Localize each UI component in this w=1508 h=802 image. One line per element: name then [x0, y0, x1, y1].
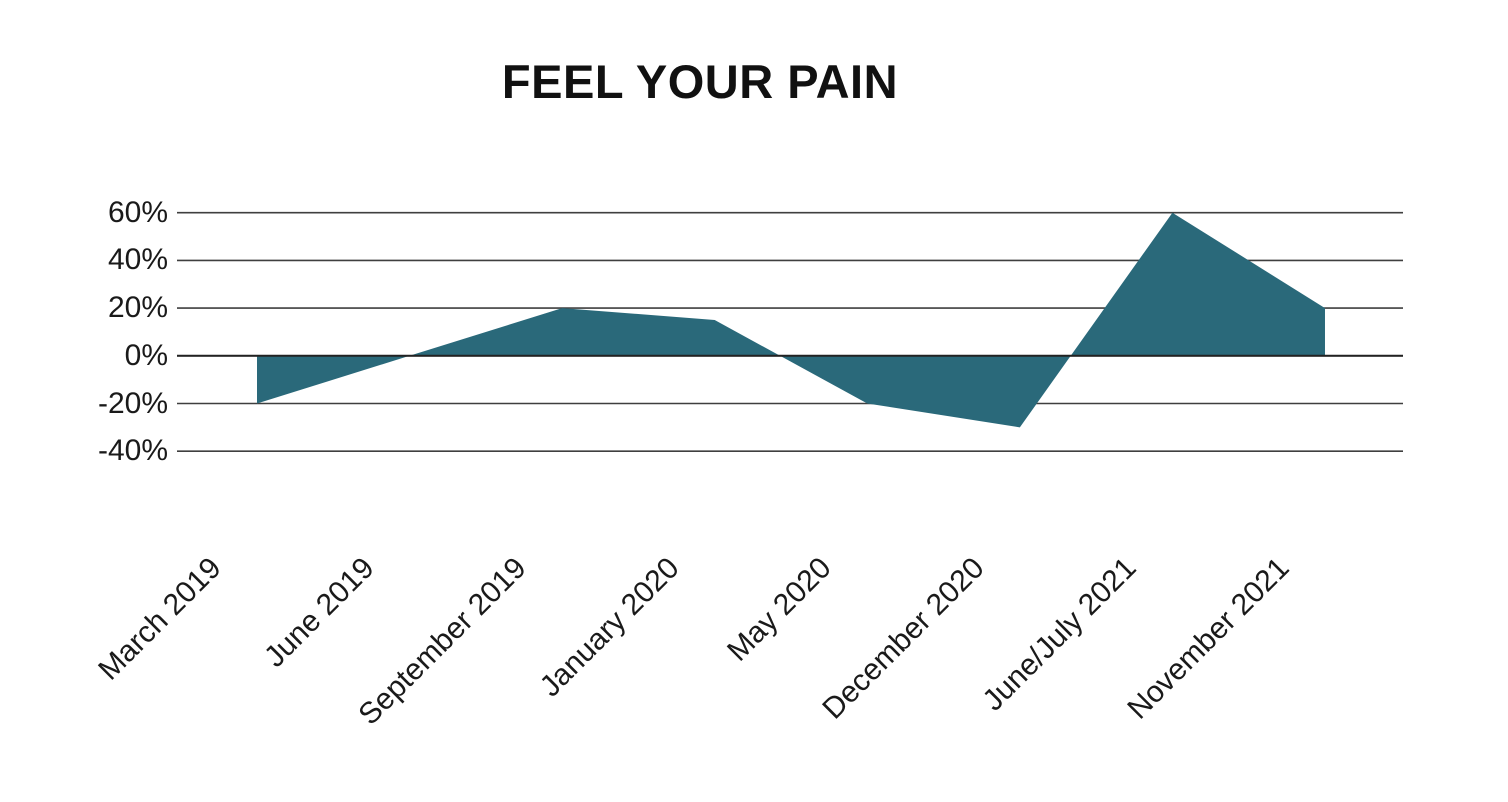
y-axis-label: 0%	[124, 338, 168, 372]
area-series	[257, 212, 1325, 428]
chart-title: FEEL YOUR PAIN	[501, 55, 899, 108]
y-axis-label: -20%	[97, 386, 168, 420]
y-axis-label: 40%	[107, 243, 168, 277]
y-axis-label: 20%	[107, 291, 168, 325]
y-axis-label: 60%	[107, 195, 168, 229]
y-axis-label: -40%	[97, 434, 168, 468]
